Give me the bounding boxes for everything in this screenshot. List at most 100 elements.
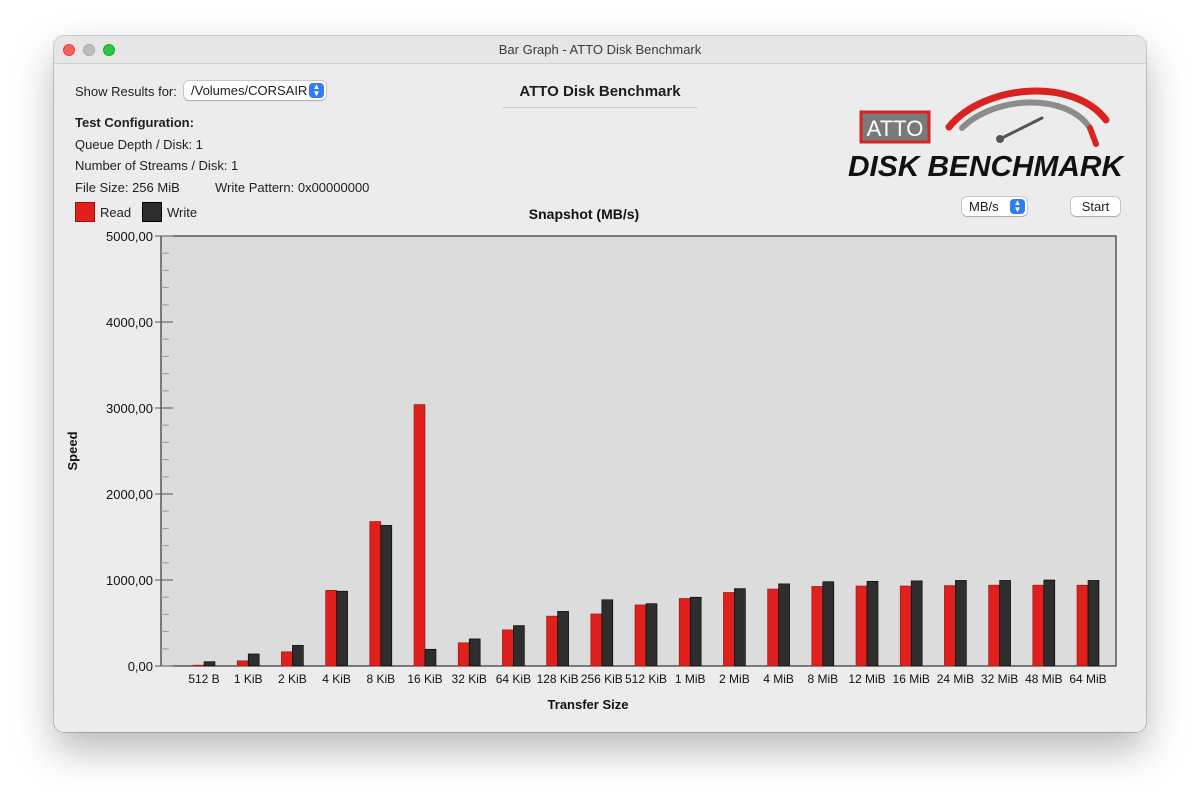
read-bar-24-mib bbox=[944, 585, 956, 667]
atto-logo: ATTO DISK BENCHMARK bbox=[848, 87, 1125, 182]
write-bar-4-kib bbox=[336, 590, 348, 667]
read-bar-512-b bbox=[192, 664, 205, 667]
write-bar-128-kib bbox=[557, 611, 569, 667]
write-bar-2-kib bbox=[292, 645, 304, 667]
x-tick-label: 32 MiB bbox=[981, 672, 1018, 686]
app-window: Bar Graph - ATTO Disk Benchmark Show Res… bbox=[54, 36, 1146, 732]
app-title: ATTO Disk Benchmark bbox=[519, 83, 681, 100]
read-bar-1-mib bbox=[678, 598, 691, 667]
write-bar-8-kib bbox=[380, 525, 393, 667]
x-axis: 512 B 1 KiB 2 KiB 4 KiB 8 KiB 16 KiB 32 KiB 64 … bbox=[188, 672, 1106, 686]
write-bar-512-kib bbox=[645, 603, 658, 667]
x-tick-label: 4 KiB bbox=[322, 672, 351, 686]
x-tick-label: 512 B bbox=[188, 672, 219, 686]
title-divider bbox=[502, 107, 698, 108]
write-bar-512-b bbox=[203, 661, 216, 667]
legend-write-swatch bbox=[142, 202, 162, 222]
read-bar-8-kib bbox=[369, 521, 382, 667]
y-tick-label: 5000,00 bbox=[106, 229, 153, 244]
minimize-window-button[interactable] bbox=[83, 44, 95, 56]
x-tick-label: 128 KiB bbox=[537, 672, 579, 686]
logo-gauge-needle bbox=[1000, 116, 1044, 140]
read-bar-2-mib bbox=[723, 592, 735, 667]
x-tick-label: 64 MiB bbox=[1069, 672, 1106, 686]
x-tick-label: 32 KiB bbox=[452, 672, 487, 686]
logo-gauge-arc bbox=[959, 99, 1093, 131]
write-bar-256-kib bbox=[601, 599, 614, 667]
chart-title: Snapshot (MB/s) bbox=[529, 206, 639, 222]
x-tick-label: 48 MiB bbox=[1025, 672, 1062, 686]
bars-group bbox=[192, 404, 1100, 667]
legend-read-label: Read bbox=[100, 205, 132, 220]
x-tick-label: 2 MiB bbox=[719, 672, 750, 686]
x-tick-label: 16 KiB bbox=[407, 672, 442, 686]
close-window-button[interactable] bbox=[63, 44, 75, 56]
unit-select[interactable]: MB/s ▲ ▼ bbox=[962, 197, 1027, 216]
x-tick-label: 1 KiB bbox=[234, 672, 263, 686]
logo-badge-text: ATTO bbox=[867, 116, 924, 141]
write-bar-4-mib bbox=[778, 583, 790, 667]
select-arrows-icon: ▲ ▼ bbox=[1010, 199, 1025, 214]
write-bar-8-mib bbox=[822, 581, 835, 667]
x-tick-label: 1 MiB bbox=[675, 672, 706, 686]
read-bar-8-mib bbox=[811, 586, 824, 667]
x-tick-label: 512 KiB bbox=[625, 672, 667, 686]
y-tick-label: 4000,00 bbox=[106, 315, 153, 330]
read-bar-32-mib bbox=[988, 584, 1000, 667]
read-bar-4-kib bbox=[325, 590, 337, 667]
legend-write-label: Write bbox=[167, 205, 198, 220]
x-tick-label: 24 MiB bbox=[937, 672, 974, 686]
write-bar-1-mib bbox=[689, 596, 702, 667]
read-bar-64-kib bbox=[502, 629, 514, 667]
unit-select-value: MB/s bbox=[969, 199, 999, 214]
write-bar-48-mib bbox=[1043, 579, 1056, 667]
x-tick-label: 256 KiB bbox=[581, 672, 623, 686]
read-bar-512-kib bbox=[634, 604, 647, 667]
y-tick-label: 0,00 bbox=[128, 659, 153, 674]
legend-read-swatch bbox=[75, 202, 95, 222]
x-axis-label: Transfer Size bbox=[548, 697, 629, 712]
x-tick-label: 12 MiB bbox=[848, 672, 885, 686]
read-bar-256-kib bbox=[590, 613, 603, 667]
read-bar-1-kib bbox=[236, 660, 249, 667]
y-axis: 0,00 1000,00 2000,00 3000,00 4000,00 5000,00 bbox=[106, 229, 173, 674]
y-tick-label: 1000,00 bbox=[106, 573, 153, 588]
plot-area bbox=[160, 235, 1117, 667]
x-tick-label: 8 KiB bbox=[366, 672, 395, 686]
write-bar-24-mib bbox=[955, 580, 967, 667]
volume-select-value: /Volumes/CORSAIR bbox=[191, 83, 308, 98]
y-tick-label: 2000,00 bbox=[106, 487, 153, 502]
queue-depth-text: Queue Depth / Disk: 1 bbox=[75, 137, 203, 152]
read-bar-32-kib bbox=[457, 642, 470, 667]
file-size-text: File Size: 256 MiB bbox=[75, 180, 180, 195]
read-bar-2-kib bbox=[281, 651, 293, 667]
title-bar: Bar Graph - ATTO Disk Benchmark bbox=[54, 36, 1146, 64]
start-button[interactable]: Start bbox=[1071, 197, 1120, 216]
window-title: Bar Graph - ATTO Disk Benchmark bbox=[498, 42, 702, 57]
logo-badge bbox=[859, 110, 931, 144]
maximize-window-button[interactable] bbox=[103, 44, 115, 56]
x-tick-label: 2 KiB bbox=[278, 672, 307, 686]
read-bar-64-mib bbox=[1076, 584, 1089, 667]
read-bar-48-mib bbox=[1032, 584, 1045, 667]
y-tick-label: 3000,00 bbox=[106, 401, 153, 416]
x-tick-label: 64 KiB bbox=[496, 672, 531, 686]
x-tick-label: 16 MiB bbox=[893, 672, 930, 686]
read-bar-128-kib bbox=[546, 615, 558, 667]
bar-chart: Snapshot (MB/s) 0,00 1000,00 2000,00 3000,0… bbox=[65, 206, 1117, 712]
write-bar-64-mib bbox=[1087, 580, 1100, 667]
write-bar-16-kib bbox=[424, 648, 437, 667]
volume-select[interactable]: /Volumes/CORSAIR ▲ ▼ bbox=[184, 81, 326, 100]
read-bar-12-mib bbox=[855, 585, 868, 667]
logo-swoosh-tail bbox=[1087, 125, 1099, 147]
read-bar-4-mib bbox=[767, 588, 779, 667]
show-results-label: Show Results for: bbox=[75, 84, 177, 99]
logo-swoosh-red bbox=[945, 87, 1110, 131]
write-bar-2-mib bbox=[734, 588, 746, 667]
x-tick-label: 4 MiB bbox=[763, 672, 794, 686]
write-bar-16-mib bbox=[910, 580, 923, 667]
write-bar-64-kib bbox=[513, 625, 525, 667]
streams-text: Number of Streams / Disk: 1 bbox=[75, 158, 239, 173]
write-bar-32-mib bbox=[999, 580, 1011, 667]
x-tick-label: 8 MiB bbox=[807, 672, 838, 686]
